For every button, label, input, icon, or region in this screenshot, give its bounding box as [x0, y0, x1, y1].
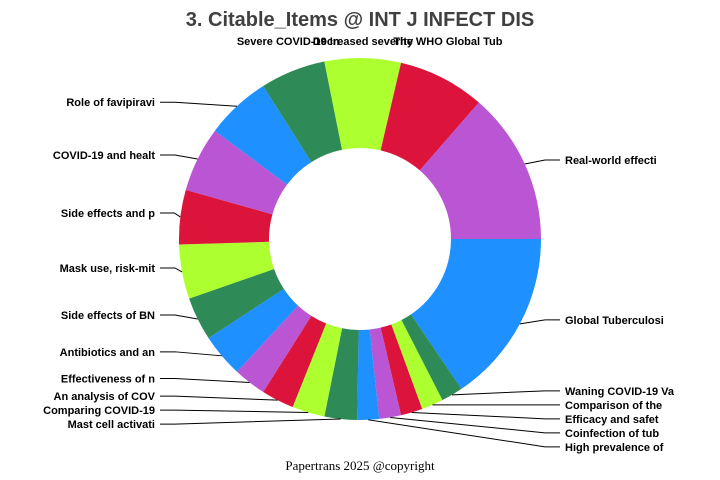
leader-line-an-analysis-of-cov	[160, 395, 278, 401]
slice-label-global-tuberculosi: Global Tuberculosi	[565, 315, 664, 327]
slice-waning-covid-19-va	[401, 314, 462, 401]
slice-label-decreased-severity: Decreased severity	[313, 36, 414, 48]
slice-the-who-global-tub	[380, 62, 479, 171]
slice-global-tuberculosi	[410, 239, 542, 389]
leader-line-comparing-covid-19	[160, 409, 309, 413]
chart-title: 3. Citable_Items @ INT J INFECT DIS	[186, 9, 534, 31]
slice-antibiotics-and-an	[208, 288, 299, 372]
slice-label-role-of-favipiravi: Role of favipiravi	[66, 97, 155, 109]
leader-line-real-world-effecti	[524, 159, 560, 165]
slice-label-an-analysis-of-cov: An analysis of COV	[54, 391, 156, 403]
slice-label-real-world-effecti: Real-world effecti	[565, 155, 657, 167]
slice-label-coinfection-of-tub: Coinfection of tub	[565, 428, 659, 440]
leader-line-efficacy-and-safet	[411, 411, 560, 420]
leader-line-mast-cell-activati	[160, 418, 341, 425]
slice-side-effects-of-bn	[189, 268, 284, 339]
slices-group	[179, 58, 542, 420]
leader-line-effectiveness-of-n	[160, 377, 250, 383]
leader-line-antibiotics-and-an	[160, 351, 222, 357]
leader-line-waning-covid-19-va	[452, 390, 560, 396]
slice-label-comparing-covid-19: Comparing COVID-19	[43, 405, 155, 417]
slice-covid-19-and-healt	[185, 130, 288, 215]
slice-effectiveness-of-n	[236, 305, 312, 392]
slice-label-the-who-global-tub: The WHO Global Tub	[393, 36, 502, 48]
slice-label-waning-covid-19-va: Waning COVID-19 Va	[565, 386, 675, 398]
slice-efficacy-and-safet	[380, 324, 423, 416]
slice-side-effects-and-p	[179, 189, 273, 245]
slice-label-side-effects-and-p: Side effects and p	[61, 208, 155, 220]
slice-mask-use-risk-mit	[179, 241, 275, 299]
leader-line-covid-19-and-healt	[160, 154, 198, 160]
slice-labels-group: Real-world effecti Global Tuberculosi Wani…	[43, 36, 675, 454]
leader-line-side-effects-and-p	[160, 212, 181, 218]
leader-line-side-effects-of-bn	[160, 314, 198, 320]
leader-line-mask-use-risk-mit	[160, 267, 183, 273]
slice-label-comparison-of-the: Comparison of the	[565, 400, 662, 412]
slice-label-side-effects-of-bn: Side effects of BN	[61, 310, 155, 322]
slice-label-high-prevalence-of: High prevalence of	[565, 442, 664, 454]
leader-line-global-tuberculosi	[519, 319, 560, 325]
slice-comparison-of-the	[391, 320, 443, 409]
leader-lines-group	[160, 101, 560, 448]
copyright-footer: Papertrans 2025 @copyright	[285, 458, 435, 473]
slice-role-of-favipiravi	[214, 86, 312, 185]
slice-label-effectiveness-of-n: Effectiveness of n	[61, 373, 155, 385]
slice-severe-covid-19-in	[263, 61, 343, 163]
slice-mast-cell-activati	[324, 328, 359, 420]
slice-label-mask-use-risk-mit: Mask use, risk-mit	[60, 263, 156, 275]
slice-high-prevalence-of	[357, 329, 380, 420]
slice-real-world-effecti	[419, 102, 541, 239]
leader-line-role-of-favipiravi	[160, 101, 238, 107]
leader-line-coinfection-of-tub	[390, 416, 560, 434]
slice-label-antibiotics-and-an: Antibiotics and an	[60, 347, 156, 359]
slice-label-mast-cell-activati: Mast cell activati	[68, 419, 155, 431]
slice-label-covid-19-and-healt: COVID-19 and healt	[53, 150, 155, 162]
leader-line-high-prevalence-of	[368, 419, 560, 448]
slice-comparing-covid-19	[292, 323, 343, 417]
slice-label-severe-covid-19-in: Severe COVID-19 In	[237, 36, 340, 48]
slice-label-efficacy-and-safet: Efficacy and safet	[565, 414, 659, 426]
slice-coinfection-of-tub	[369, 327, 402, 419]
slice-decreased-severity	[324, 58, 402, 151]
slice-an-analysis-of-cov	[263, 315, 327, 408]
